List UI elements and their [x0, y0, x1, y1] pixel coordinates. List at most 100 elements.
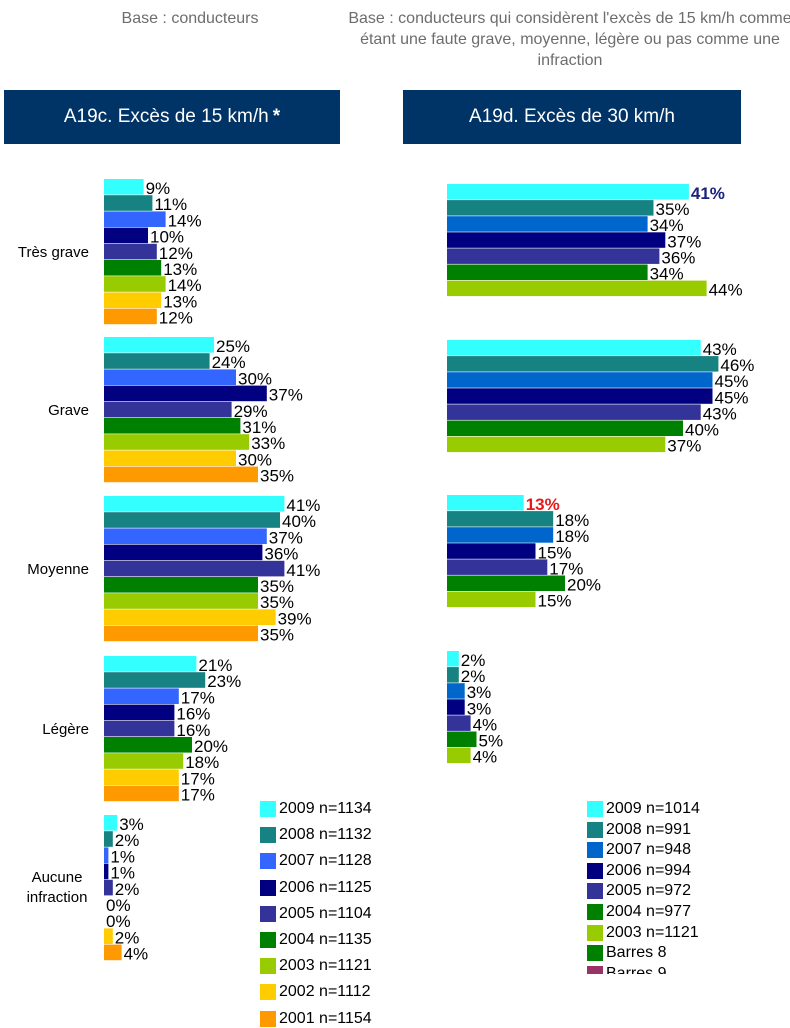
data-label: 9% [146, 179, 171, 198]
left-base-note: Base : conducteurs [121, 10, 259, 27]
data-label: 17% [181, 769, 215, 788]
data-label: 25% [216, 337, 250, 356]
bar-left-moyenne-3 [104, 544, 263, 561]
data-label: 0% [106, 912, 131, 931]
data-label: 13% [526, 495, 560, 514]
data-label: 17% [549, 559, 583, 578]
data-label: 36% [661, 248, 695, 267]
data-label: 30% [238, 450, 272, 469]
bar-left-legere-5 [104, 737, 192, 753]
bar-left-legere-0 [104, 656, 197, 672]
data-label: 35% [260, 467, 294, 486]
data-label: 2% [115, 880, 140, 899]
legend-swatch [260, 853, 276, 870]
bar-left-moyenne-7 [104, 609, 276, 625]
data-label: 24% [212, 353, 246, 372]
legend-left-item: 2003 n=1121 [260, 957, 372, 975]
bar-left-grave-1 [104, 353, 210, 369]
bar-right-tres-grave-2 [447, 216, 648, 232]
bar-left-grave-8 [104, 466, 258, 483]
data-label: 13% [163, 292, 197, 311]
data-label: 41% [286, 496, 320, 515]
legend-swatch [260, 801, 276, 817]
legend-swatch [587, 842, 603, 859]
bar-left-legere-3 [104, 704, 175, 721]
legend-right-item: 2005 n=972 [587, 882, 691, 900]
bar-right-tres-grave-6 [447, 280, 707, 297]
legend-label: 2004 n=977 [606, 903, 691, 920]
bar-left-moyenne-4 [104, 560, 285, 577]
left-chart-header: A19c. Excès de 15 km/h * [4, 90, 340, 144]
data-label: 2% [115, 831, 140, 850]
data-label: 43% [703, 404, 737, 423]
data-label: 11% [154, 195, 187, 214]
data-label: 3% [467, 699, 492, 718]
legend-label: 2001 n=1154 [279, 1009, 372, 1027]
data-label: 37% [667, 232, 701, 251]
data-label: 0% [106, 896, 131, 915]
bar-left-aucune-infraction-2 [104, 847, 109, 863]
data-label: 20% [567, 576, 601, 595]
data-label: 20% [194, 737, 228, 756]
bar-left-tres-grave-8 [104, 308, 157, 325]
bar-left-grave-3 [104, 385, 267, 402]
legend-swatch [587, 883, 603, 900]
legend-right-item: 2006 n=994 [587, 862, 691, 880]
bar-left-tres-grave-6 [104, 276, 166, 292]
legend-label: 2005 n=972 [606, 882, 691, 900]
bar-left-tres-grave-2 [104, 211, 166, 227]
legend-right-item: 2004 n=977 [587, 903, 691, 921]
data-label: 12% [159, 244, 193, 263]
data-label: 5% [479, 732, 504, 751]
legend-swatch [260, 879, 276, 896]
bar-left-tres-grave-3 [104, 227, 148, 244]
bar-left-aucune-infraction-4 [104, 879, 113, 896]
legend-swatch [587, 924, 603, 941]
bar-right-tres-grave-1 [447, 200, 654, 216]
data-label: 35% [260, 593, 294, 612]
category-label-legere: Légère [42, 721, 89, 738]
legend-right-item: 2003 n=1121 [587, 924, 699, 942]
data-label: 29% [234, 402, 268, 421]
legend-left-item: 2001 n=1154 [260, 1010, 372, 1028]
bar-left-legere-4 [104, 720, 175, 737]
bar-right-legere-2 [447, 683, 465, 699]
bar-left-tres-grave-0 [104, 179, 144, 195]
bar-right-grave-1 [447, 356, 719, 372]
legend-label: 2005 n=1104 [279, 904, 372, 922]
legend-left-item: 2008 n=1132 [260, 826, 372, 844]
legend-left-item: 2007 n=1128 [260, 852, 372, 870]
data-label: 34% [650, 216, 684, 235]
bar-right-grave-0 [447, 340, 701, 356]
bar-left-legere-7 [104, 769, 179, 785]
bar-right-tres-grave-0 [447, 184, 689, 200]
bar-right-moyenne-4 [447, 559, 548, 575]
legend-left-item: 2005 n=1104 [260, 905, 372, 923]
bar-left-grave-4 [104, 401, 232, 418]
legend-swatch [260, 932, 276, 948]
category-label-aucune-infraction: Aucune infraction [27, 869, 88, 906]
legend-swatch [260, 984, 276, 1001]
legend-swatch [587, 862, 603, 879]
data-label: 41% [691, 184, 725, 203]
data-label: 39% [278, 609, 312, 628]
bar-left-legere-1 [104, 672, 206, 688]
data-label: 14% [168, 211, 202, 230]
data-label: 18% [555, 511, 589, 530]
legend-right-item: 2007 n=948 [587, 841, 691, 859]
legend-label: 2007 n=948 [606, 841, 691, 859]
data-label: 17% [181, 786, 215, 805]
bar-right-grave-3 [447, 388, 713, 404]
bar-right-legere-4 [447, 715, 471, 731]
legend-left-item: 2009 n=1134 [260, 800, 372, 818]
data-label: 18% [555, 527, 589, 546]
bar-right-moyenne-1 [447, 511, 554, 527]
category-label-tres-grave: Très grave [18, 244, 89, 261]
data-label: 35% [656, 200, 690, 219]
category-label-grave: Grave [48, 402, 89, 419]
bar-left-aucune-infraction-7 [104, 928, 113, 944]
data-label: 41% [286, 561, 320, 580]
data-label: 13% [163, 260, 197, 279]
legend-label: 2007 n=1128 [279, 852, 372, 870]
legend-swatch [587, 945, 603, 962]
